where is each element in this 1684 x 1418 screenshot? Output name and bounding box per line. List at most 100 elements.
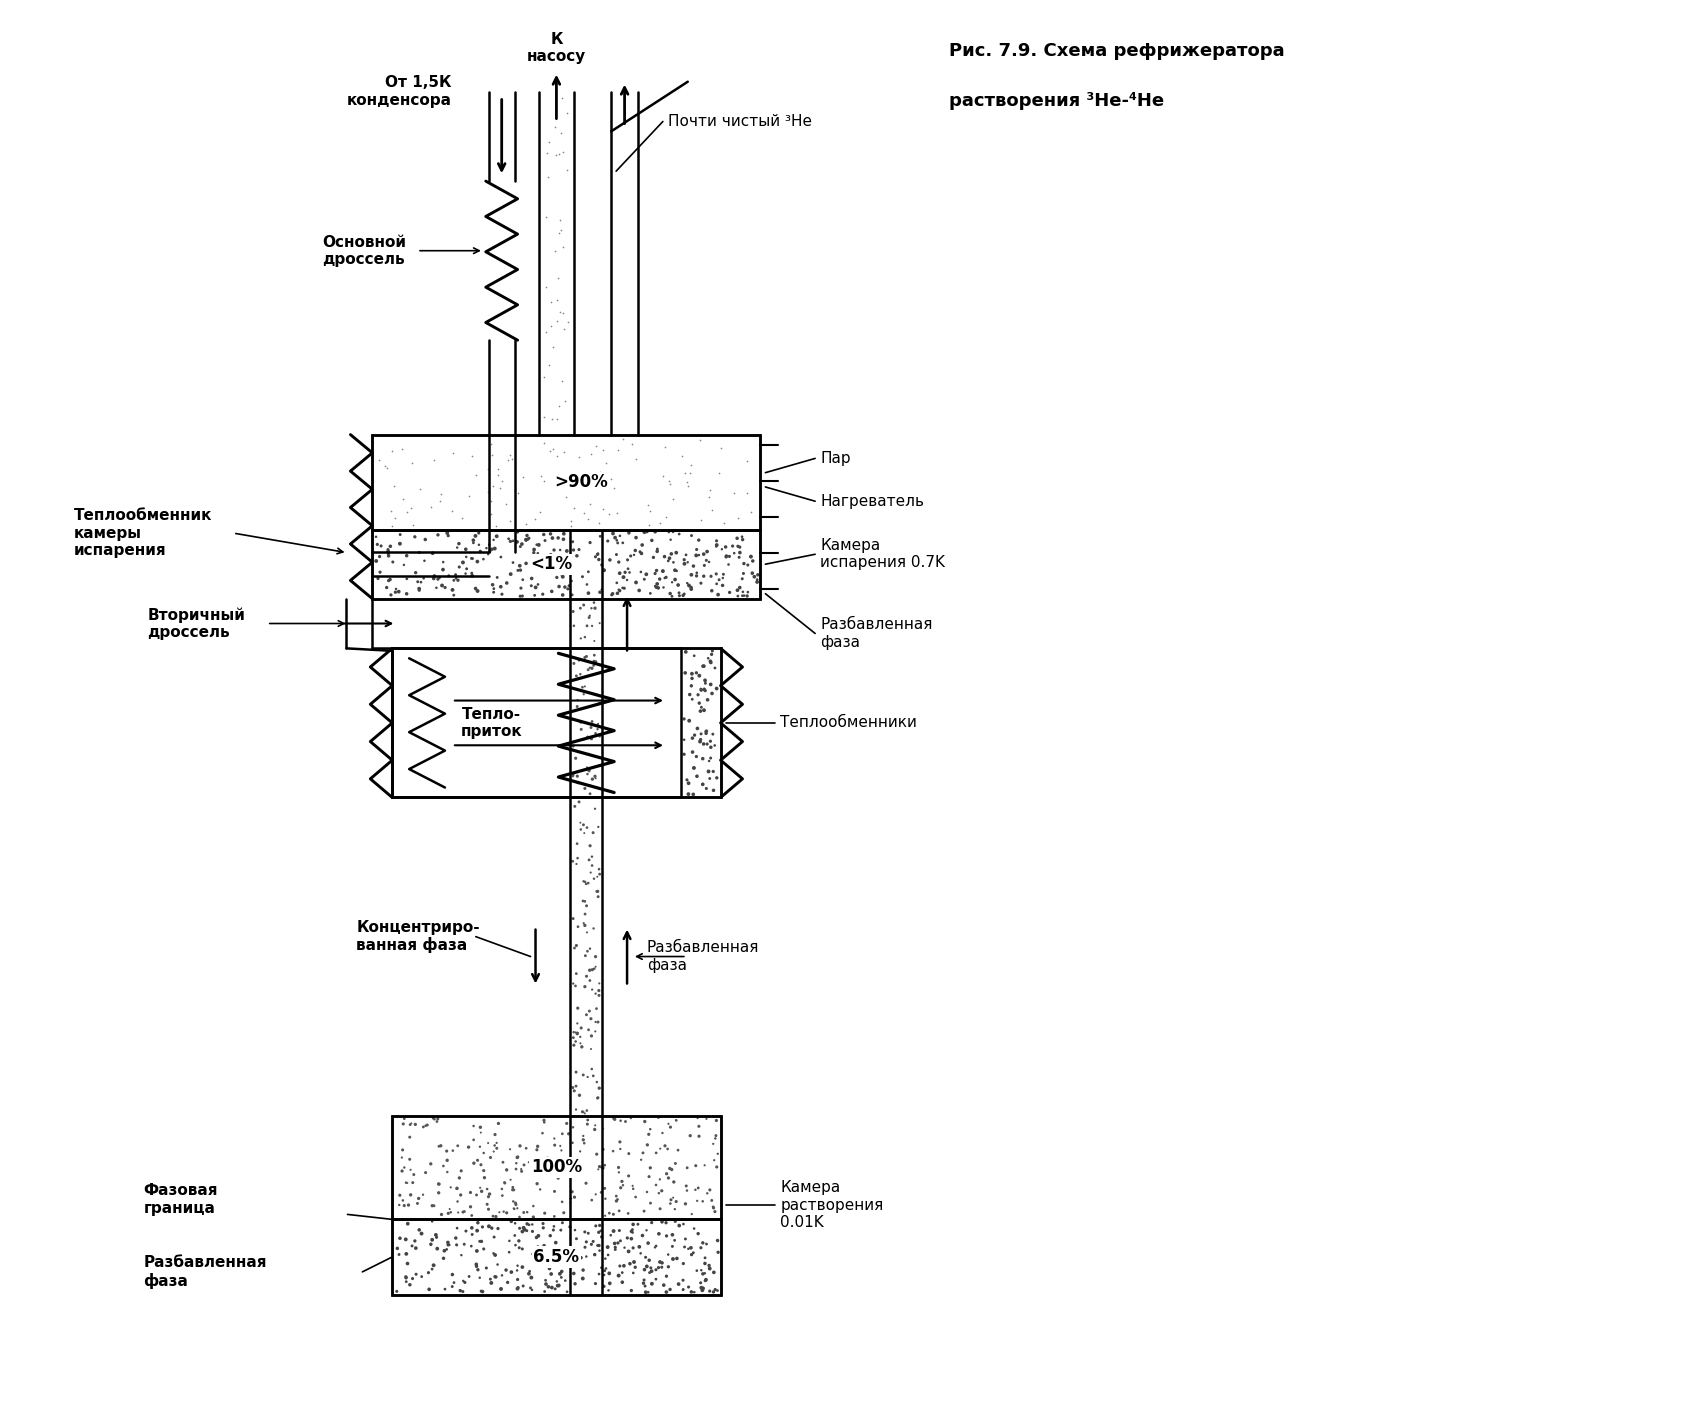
Point: [615, 1241, 642, 1263]
Point: [482, 1205, 509, 1228]
Point: [682, 1154, 709, 1177]
Point: [584, 1086, 611, 1109]
Point: [445, 1134, 472, 1157]
Point: [574, 756, 601, 778]
Point: [652, 506, 679, 529]
Point: [493, 1201, 520, 1224]
Point: [658, 543, 685, 566]
Point: [716, 581, 743, 604]
Point: [593, 1187, 620, 1210]
Point: [652, 1134, 679, 1157]
Point: [692, 1269, 719, 1292]
Point: [507, 1134, 534, 1157]
Point: [692, 720, 719, 743]
Point: [466, 1229, 493, 1252]
Point: [507, 1217, 534, 1239]
Point: [687, 428, 714, 451]
Point: [616, 1252, 643, 1275]
Point: [687, 730, 714, 753]
Point: [399, 513, 426, 536]
Point: [709, 537, 736, 560]
Point: [574, 1065, 601, 1088]
Point: [589, 440, 616, 462]
Point: [564, 847, 591, 869]
Point: [522, 576, 549, 598]
Point: [465, 522, 492, 545]
Point: [679, 563, 706, 586]
Point: [554, 1112, 581, 1134]
Point: [530, 1109, 557, 1132]
Text: Камера
растворения
0.01K: Камера растворения 0.01K: [780, 1180, 884, 1229]
Point: [562, 747, 589, 770]
Point: [440, 442, 466, 465]
Point: [702, 1278, 729, 1300]
Point: [677, 1236, 704, 1259]
Point: [546, 554, 573, 577]
Point: [586, 581, 613, 604]
Point: [419, 1254, 446, 1276]
Point: [470, 547, 497, 570]
Point: [576, 783, 603, 805]
Point: [701, 1197, 727, 1219]
Point: [551, 441, 578, 464]
Point: [537, 315, 564, 337]
Point: [514, 527, 541, 550]
Point: [529, 1212, 556, 1235]
Point: [704, 1229, 731, 1252]
Point: [581, 644, 608, 666]
Point: [647, 1197, 674, 1219]
Point: [571, 683, 598, 706]
Point: [680, 1217, 707, 1239]
Point: [441, 1272, 468, 1295]
Point: [615, 1143, 642, 1166]
Point: [643, 1174, 670, 1197]
Point: [551, 527, 578, 550]
Point: [465, 1211, 492, 1234]
Point: [643, 1268, 670, 1290]
Point: [401, 526, 428, 549]
Point: [586, 858, 613, 881]
Point: [487, 546, 514, 569]
Point: [537, 291, 564, 313]
Point: [561, 937, 588, 960]
Point: [569, 729, 596, 752]
Point: [653, 1137, 680, 1160]
Point: [687, 678, 714, 700]
Point: [498, 1210, 525, 1232]
Point: [426, 1134, 453, 1157]
Point: [478, 444, 505, 467]
Point: [685, 1115, 712, 1137]
Point: [699, 498, 726, 520]
Point: [621, 539, 648, 562]
Point: [576, 937, 603, 960]
Point: [704, 1279, 731, 1302]
Point: [695, 647, 722, 669]
Point: [396, 1194, 423, 1217]
Point: [406, 1218, 433, 1241]
Point: [397, 1184, 424, 1207]
Point: [637, 1249, 663, 1272]
Point: [504, 530, 530, 553]
Point: [504, 1146, 530, 1168]
Point: [687, 1276, 714, 1299]
Point: [456, 1181, 483, 1204]
Point: [618, 1228, 645, 1251]
Point: [662, 1198, 689, 1221]
Point: [569, 1064, 596, 1086]
Point: [463, 1239, 490, 1262]
Point: [694, 1232, 721, 1255]
Point: [536, 1258, 562, 1280]
Point: [569, 814, 596, 837]
Point: [670, 1279, 697, 1302]
Point: [583, 1020, 610, 1042]
Point: [635, 1166, 662, 1188]
Point: [569, 1035, 596, 1058]
Point: [571, 502, 598, 525]
Point: [685, 683, 712, 706]
Point: [591, 1275, 618, 1297]
Point: [618, 1107, 645, 1130]
Point: [468, 1215, 495, 1238]
Point: [615, 549, 642, 571]
Point: [653, 1211, 680, 1234]
Point: [632, 1280, 658, 1303]
